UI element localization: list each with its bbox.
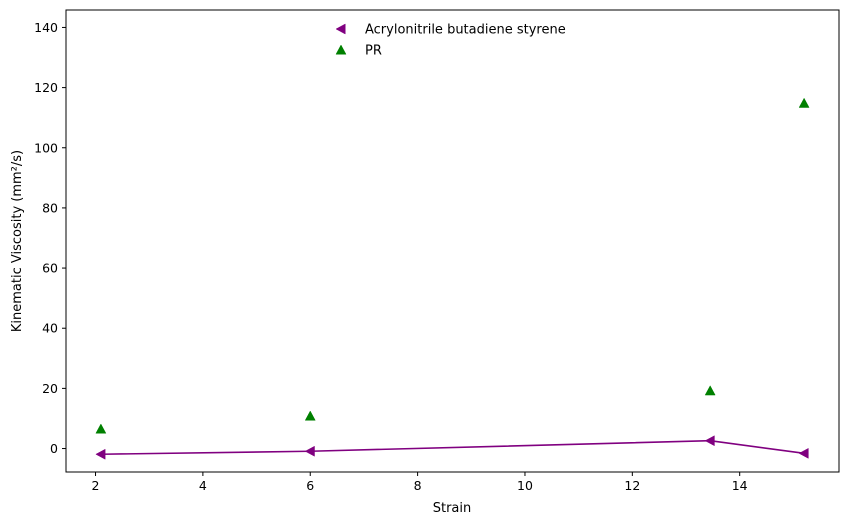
y-tick-label: 0 [50, 441, 58, 456]
data-point [95, 423, 107, 434]
y-tick-label: 20 [42, 381, 58, 396]
data-point [704, 435, 715, 447]
x-tick-label: 2 [92, 478, 100, 493]
legend: Acrylonitrile butadiene styrene PR [335, 23, 566, 59]
x-tick-label: 10 [517, 478, 533, 493]
x-tick-label: 8 [414, 478, 422, 493]
x-tick-label: 14 [732, 478, 748, 493]
y-tick-label: 60 [42, 261, 58, 276]
y-tick-label: 40 [42, 321, 58, 336]
data-point [798, 97, 810, 108]
y-tick-label: 120 [34, 80, 58, 95]
data-point [704, 385, 716, 396]
series-abs [95, 435, 809, 460]
y-axis-label: Kinematic Viscosity (mm²/s) [10, 150, 25, 332]
x-tick-label: 4 [199, 478, 207, 493]
series-layer [95, 97, 810, 460]
plot-area [65, 9, 840, 473]
legend-label: Acrylonitrile butadiene styrene [365, 23, 566, 38]
legend-label: PR [365, 44, 382, 59]
series-pr [95, 97, 810, 434]
y-tick-label: 140 [34, 20, 58, 35]
data-point [304, 410, 316, 421]
legend-marker [335, 23, 346, 35]
data-point [798, 447, 809, 459]
legend-item: Acrylonitrile butadiene styrene [335, 23, 566, 38]
x-tick-label: 6 [306, 478, 314, 493]
x-tick-label: 12 [624, 478, 640, 493]
y-tick-label: 100 [34, 140, 58, 155]
legend-item: PR [335, 44, 382, 59]
x-axis: 2 4 6 8 10 12 14 [92, 472, 748, 493]
series-line [100, 439, 805, 456]
legend-marker [335, 44, 347, 55]
data-point [95, 448, 106, 460]
y-axis: 0 20 40 60 80 100 120 140 [34, 20, 66, 456]
x-axis-label: Strain [433, 501, 472, 516]
y-tick-label: 80 [42, 200, 58, 215]
data-point [304, 445, 315, 457]
